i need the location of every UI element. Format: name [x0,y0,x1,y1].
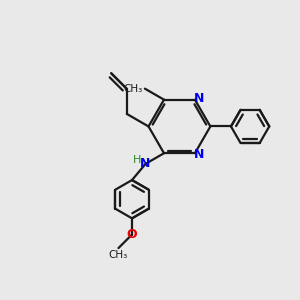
Text: N: N [194,148,204,161]
Text: CH₃: CH₃ [109,250,128,260]
Text: O: O [127,228,137,241]
Text: N: N [140,157,150,170]
Text: N: N [194,92,204,105]
Text: CH₃: CH₃ [123,84,142,94]
Text: H: H [133,155,142,165]
